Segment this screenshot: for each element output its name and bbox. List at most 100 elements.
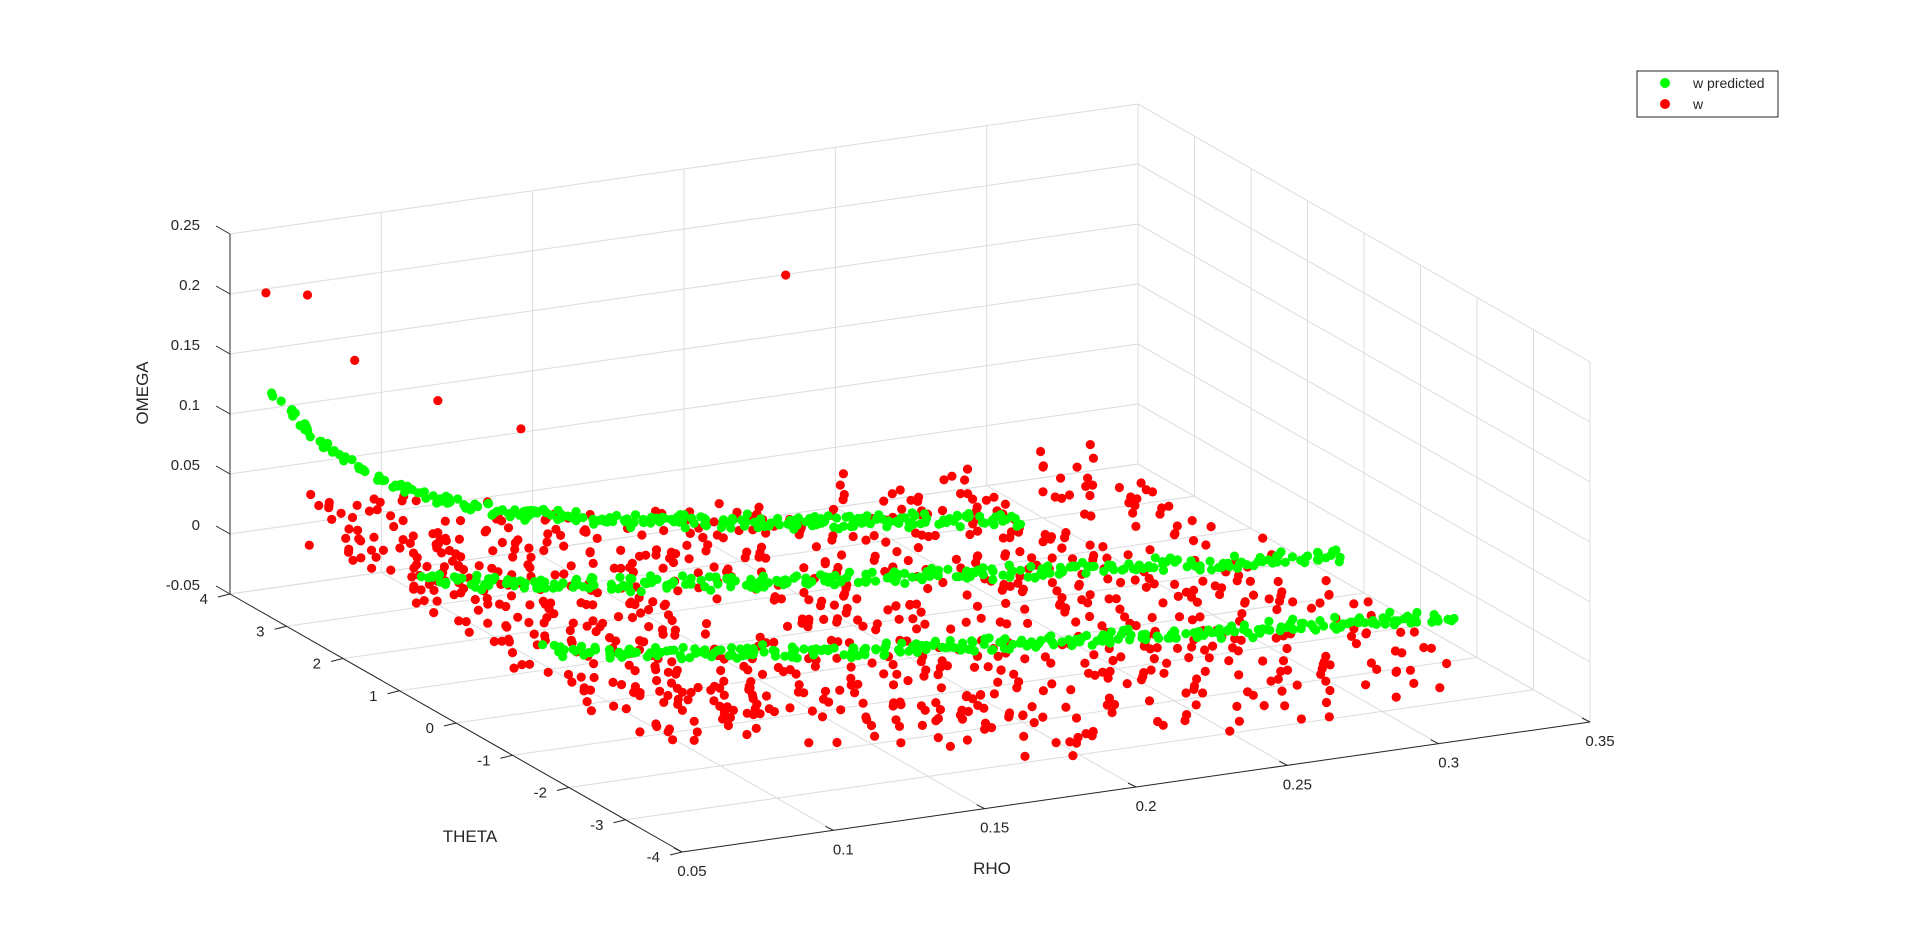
scatter-point-w — [751, 723, 761, 734]
scatter-point-w — [1217, 583, 1227, 593]
scatter-point-w-predicted — [964, 508, 974, 519]
scatter-point-w — [1280, 701, 1290, 711]
scatter-point-w — [917, 530, 927, 540]
scatter-point-w — [542, 537, 552, 547]
scatter-point-w — [1278, 656, 1289, 666]
scatter-point-w-predicted — [1015, 519, 1026, 529]
y-tick-label: 3 — [256, 623, 264, 640]
scatter-point-w — [869, 531, 879, 541]
scatter-point-w — [1325, 660, 1335, 670]
scatter-point-w — [936, 683, 947, 693]
scatter-point-w — [506, 591, 517, 601]
scatter-point-w-predicted — [519, 506, 529, 516]
scatter-point-w — [667, 615, 677, 626]
scatter-point-w — [723, 720, 734, 731]
scatter-point-w — [894, 614, 904, 624]
scatter-point-w-predicted — [1287, 552, 1297, 562]
scatter-point-w — [444, 545, 455, 556]
scatter-point-w — [1192, 597, 1202, 607]
scatter-point-w — [644, 622, 654, 632]
scatter-point-w — [372, 505, 382, 515]
scatter-point-w — [461, 617, 471, 627]
scatter-point-w — [983, 662, 993, 672]
scatter-point-w — [1097, 621, 1107, 631]
scatter-point-w — [1088, 453, 1098, 463]
scatter-point-w — [1169, 530, 1179, 540]
scatter-point-w — [464, 627, 474, 637]
scatter-point-w-predicted — [832, 513, 842, 523]
scatter-point-w — [896, 700, 906, 710]
scatter-point-w-predicted — [1058, 565, 1068, 576]
scatter-point-w — [931, 698, 941, 708]
scatter-point-w — [668, 735, 678, 745]
scatter-point-w — [1409, 678, 1419, 689]
scatter-point-w — [658, 563, 668, 573]
scatter-point-w — [996, 665, 1006, 675]
scatter-point-w — [1144, 696, 1155, 706]
scatter-point-w — [963, 489, 973, 499]
scatter-point-w — [1198, 576, 1208, 586]
scatter-point-w — [455, 516, 466, 526]
scatter-point-w — [663, 667, 674, 677]
scatter-point-w — [998, 533, 1008, 543]
scatter-point-w-predicted — [360, 466, 370, 477]
scatter-point-w-predicted — [687, 513, 697, 523]
scatter-point-w-predicted — [711, 572, 721, 582]
scatter-point-w-predicted — [862, 511, 872, 521]
scatter-point-w — [714, 499, 724, 509]
scatter-point-w — [835, 685, 845, 695]
scatter-point-w-predicted — [305, 432, 315, 442]
scatter-point-w-predicted — [339, 456, 349, 466]
scatter-point-w — [919, 671, 929, 681]
scatter-point-w — [1115, 604, 1125, 614]
scatter-point-w-predicted — [1140, 629, 1151, 639]
scatter-point-w-predicted — [652, 574, 662, 585]
scatter-point-w-predicted — [910, 510, 920, 521]
scatter-point-w-predicted — [444, 493, 454, 503]
scatter-point-w-predicted — [792, 571, 802, 581]
scatter-point-w — [846, 662, 856, 672]
scatter-point-w-predicted — [571, 574, 582, 585]
scatter-point-w — [1128, 508, 1138, 518]
scatter-point-w — [1397, 648, 1407, 658]
scatter-point-w-predicted — [759, 647, 769, 657]
scatter-point-w — [872, 619, 883, 629]
scatter-point-w — [408, 531, 418, 541]
scatter-point-w — [1084, 611, 1095, 622]
scatter-point-w — [1396, 627, 1406, 638]
legend[interactable]: w predicted w — [1636, 70, 1779, 118]
z-tick-mark — [215, 525, 231, 535]
scatter-point-w — [651, 550, 661, 560]
scatter-point-w — [429, 608, 439, 618]
scatter-point-w — [1351, 639, 1361, 649]
scatter-point-w — [764, 704, 774, 714]
scatter-point-w-predicted — [727, 643, 737, 653]
scatter-point-w-predicted — [1015, 565, 1026, 575]
scatter-point-w — [588, 600, 598, 610]
y-tick-label: 2 — [313, 656, 321, 673]
scatter-point-w — [667, 657, 677, 667]
scatter-point-w — [1349, 599, 1359, 609]
scatter-point-w — [1131, 621, 1141, 631]
scatter-point-w — [833, 562, 843, 573]
scatter-point-w — [432, 543, 442, 553]
scatter-point-w — [945, 741, 956, 752]
scatter-point-w — [609, 563, 619, 573]
scatter-point-w — [635, 688, 645, 698]
scatter-point-w-predicted — [816, 514, 826, 524]
scatter-point-w-predicted — [933, 565, 944, 576]
y-tick-mark — [330, 658, 344, 662]
scatter-point-w — [1234, 570, 1244, 581]
scatter-point-w-predicted — [919, 509, 930, 519]
scatter-point-w — [742, 729, 752, 740]
scatter-point-w — [920, 619, 930, 629]
scatter-point-w — [1248, 590, 1259, 600]
scatter-point-w-predicted — [1026, 637, 1037, 647]
scatter-point-w — [1019, 731, 1029, 742]
x-tick-mark — [1127, 782, 1137, 788]
scatter-point-w-predicted — [700, 645, 710, 655]
scatter-point-w-predicted — [1243, 628, 1253, 638]
scatter-point-w — [896, 738, 906, 748]
scatter-point-w — [709, 681, 720, 691]
scatter-point-w — [716, 665, 726, 676]
